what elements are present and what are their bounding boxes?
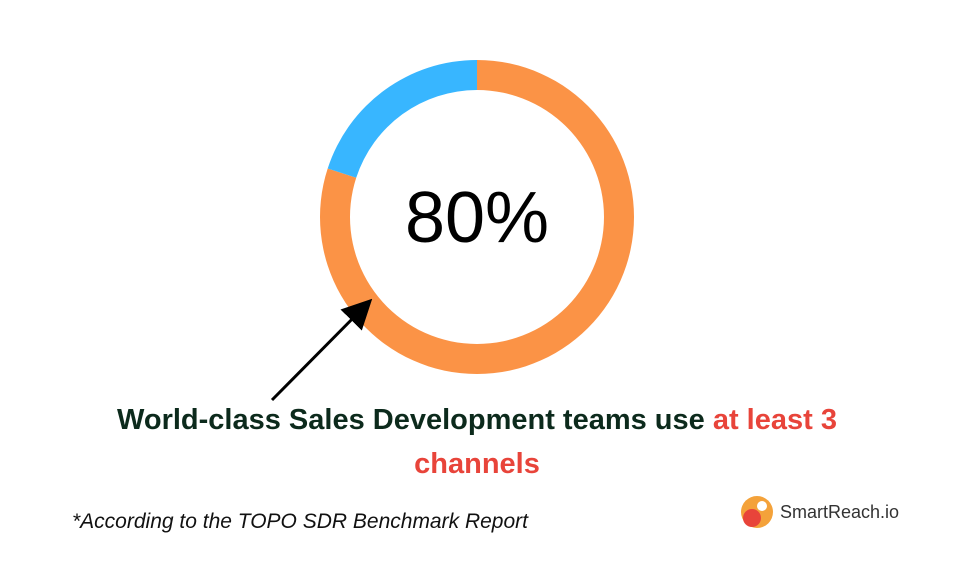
caption: World-class Sales Development teams use … — [77, 398, 877, 486]
caption-text: World-class Sales Development teams use — [117, 404, 705, 436]
logo-icon — [741, 496, 773, 528]
arrow — [270, 298, 373, 402]
donut-segment — [327, 60, 477, 178]
logo-text: SmartReach.io — [780, 502, 900, 522]
footnote: *According to the TOPO SDR Benchmark Rep… — [72, 510, 528, 533]
caption-highlight: at least 3 channels — [414, 404, 837, 480]
center-label: 80% — [405, 178, 549, 258]
